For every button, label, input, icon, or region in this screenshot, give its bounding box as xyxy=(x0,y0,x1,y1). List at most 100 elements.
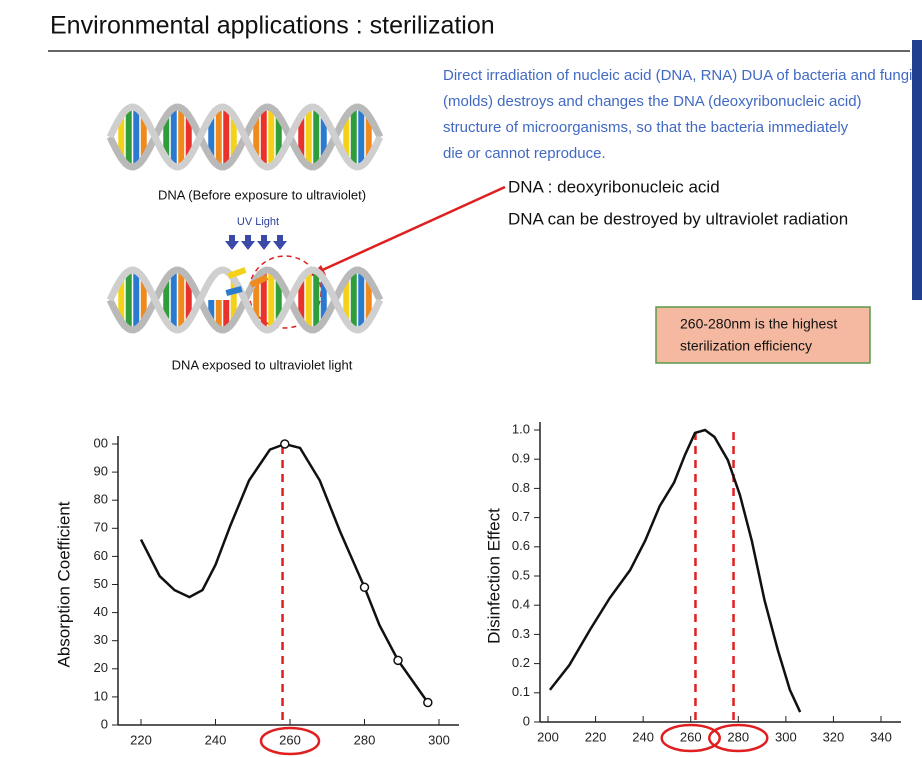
dna-base xyxy=(320,115,327,159)
dna-base xyxy=(133,108,140,166)
x-tick-label: 220 xyxy=(130,732,152,747)
dna-base xyxy=(320,278,327,322)
callout-line: 260-280nm is the highest xyxy=(680,316,837,332)
caption: UV Light xyxy=(237,216,279,228)
pointer-arrow xyxy=(317,185,506,274)
callout-line: sterilization efficiency xyxy=(680,338,812,354)
y-tick-label: 0.5 xyxy=(512,567,530,582)
data-point xyxy=(280,439,290,449)
dna-base xyxy=(178,271,185,329)
dna-base xyxy=(208,300,215,322)
description-line: (molds) destroys and changes the DNA (de… xyxy=(443,93,862,110)
y-tick-label: 20 xyxy=(94,660,108,675)
y-tick-label: 60 xyxy=(94,548,108,563)
x-tick-label: 300 xyxy=(428,732,450,747)
y-tick-label: 0 xyxy=(101,716,108,731)
x-tick-label: 320 xyxy=(823,729,845,744)
dna-base xyxy=(275,115,282,159)
y-tick-label: 0 xyxy=(523,713,530,728)
y-tick-label: 0.3 xyxy=(512,626,530,641)
annotation-line: DNA can be destroyed by ultraviolet radi… xyxy=(508,209,848,228)
dna-base xyxy=(215,108,222,166)
dna-base xyxy=(140,115,147,159)
y-tick-label: 90 xyxy=(94,464,108,479)
dna-base xyxy=(118,278,125,322)
dna-base xyxy=(253,115,260,159)
dna-base xyxy=(260,271,267,329)
dna-base xyxy=(118,115,125,159)
y-tick-label: 0.4 xyxy=(512,597,530,612)
dna-base xyxy=(170,271,177,329)
dna-base xyxy=(343,278,350,322)
dna-base xyxy=(313,108,320,166)
y-axis-label: Absorption Coefficient xyxy=(54,501,73,667)
curve xyxy=(548,428,802,713)
caption: DNA (Before exposure to ultraviolet) xyxy=(158,187,366,202)
dna-fragment xyxy=(227,267,247,279)
dna-base xyxy=(358,108,365,166)
y-tick-label: 0.6 xyxy=(512,538,530,553)
dna-base xyxy=(253,278,260,322)
dna-base xyxy=(298,278,305,322)
dna-base xyxy=(223,108,230,166)
dna-base xyxy=(365,278,372,322)
y-tick-label: 70 xyxy=(94,520,108,535)
dna-base xyxy=(350,271,357,329)
dna-base xyxy=(133,271,140,329)
dna-base xyxy=(125,108,132,166)
tick-highlight xyxy=(708,723,769,753)
dna-base xyxy=(313,271,320,329)
tick-highlight xyxy=(259,726,321,756)
y-tick-label: 00 xyxy=(94,435,108,450)
y-tick-label: 10 xyxy=(94,688,108,703)
description-line: Direct irradiation of nucleic acid (DNA,… xyxy=(443,67,912,84)
y-tick-label: 0.8 xyxy=(512,480,530,495)
x-tick-label: 200 xyxy=(537,729,559,744)
y-tick-label: 0.1 xyxy=(512,684,530,699)
dna-base xyxy=(298,115,305,159)
description-line: structure of microorganisms, so that the… xyxy=(443,119,849,136)
x-tick-label: 260 xyxy=(279,732,301,747)
dna-base xyxy=(275,278,282,322)
dna-base xyxy=(230,115,237,159)
y-tick-label: 80 xyxy=(94,492,108,507)
x-tick-label: 300 xyxy=(775,729,797,744)
data-point xyxy=(359,582,370,593)
dna-base xyxy=(268,108,275,166)
dna-base xyxy=(208,115,215,159)
curve xyxy=(139,442,429,704)
dna-base xyxy=(163,278,170,322)
dna-strand xyxy=(106,103,384,171)
y-tick-label: 0.7 xyxy=(512,509,530,524)
x-tick-label: 340 xyxy=(870,729,892,744)
x-tick-label: 220 xyxy=(585,729,607,744)
dna-base xyxy=(215,300,222,329)
dna-base xyxy=(163,115,170,159)
side-bar xyxy=(912,40,922,300)
data-point xyxy=(423,697,433,708)
y-tick-label: 50 xyxy=(94,576,108,591)
dna-base xyxy=(230,278,237,322)
dna-base xyxy=(268,271,275,329)
description-line: die or cannot reproduce. xyxy=(443,145,606,162)
dna-base xyxy=(185,115,192,159)
x-tick-label: 280 xyxy=(727,729,749,744)
dna-base xyxy=(365,115,372,159)
data-point xyxy=(393,655,403,666)
dna-base xyxy=(358,271,365,329)
dna-base xyxy=(140,278,147,322)
caption: DNA exposed to ultraviolet light xyxy=(172,357,353,372)
y-tick-label: 30 xyxy=(94,632,108,647)
dna-base xyxy=(350,108,357,166)
dna-base xyxy=(260,108,267,166)
y-tick-label: 1.0 xyxy=(512,421,530,436)
dna-base xyxy=(185,278,192,322)
x-tick-label: 260 xyxy=(680,729,702,744)
dna-fragment xyxy=(225,286,243,296)
dna-strand xyxy=(106,266,384,334)
x-tick-label: 280 xyxy=(354,732,376,747)
tick-highlight xyxy=(660,723,721,753)
dna-base xyxy=(305,271,312,329)
uv-arrows xyxy=(225,235,287,250)
